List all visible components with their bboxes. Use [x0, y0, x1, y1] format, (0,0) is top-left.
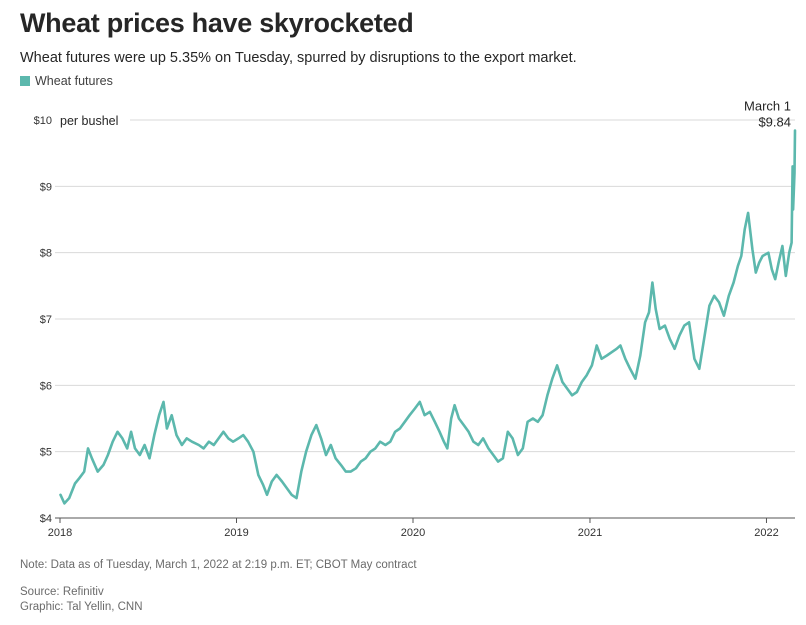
- x-axis: 2018 2019 2020 2021 2022: [48, 518, 779, 539]
- chart-subtitle: Wheat futures were up 5.35% on Tuesday, …: [20, 50, 577, 66]
- x-tick-label: 2022: [754, 527, 778, 539]
- series-layer: [59, 129, 797, 505]
- y-tick-label: $8: [40, 248, 52, 260]
- y-tick-label: $5: [40, 447, 52, 459]
- y-axis-unit-label: per bushel: [60, 114, 118, 128]
- credit-line: Graphic: Tal Yellin, CNN: [20, 601, 143, 613]
- footnote: Note: Data as of Tuesday, March 1, 2022 …: [20, 559, 417, 571]
- x-tick-label: 2020: [401, 527, 425, 539]
- y-tick-label: $7: [40, 314, 52, 326]
- gridlines: [55, 119, 795, 519]
- y-axis-labels: $4 $5 $6 $7 $8 $9 $10: [34, 115, 52, 525]
- x-tick-label: 2021: [578, 527, 602, 539]
- y-tick-label: $10: [34, 115, 52, 127]
- x-tick-label: 2018: [48, 527, 72, 539]
- series-line-wheat-futures: [59, 129, 797, 505]
- y-tick-label: $9: [40, 181, 52, 193]
- x-tick-label: 2019: [224, 527, 248, 539]
- annotation-date: March 1: [744, 99, 791, 114]
- y-tick-label: $6: [40, 380, 52, 392]
- chart-legend: Wheat futures: [20, 74, 113, 88]
- legend-swatch: [20, 76, 30, 86]
- annotation-value: $9.84: [758, 115, 791, 130]
- chart-title: Wheat prices have skyrocketed: [20, 8, 414, 38]
- line-chart: $4 $5 $6 $7 $8 $9 $10 2018 2019 2020 2021 2022 per…: [34, 99, 797, 539]
- y-tick-label: $4: [40, 513, 52, 525]
- legend-label: Wheat futures: [35, 74, 113, 88]
- source-line: Source: Refinitiv: [20, 586, 104, 598]
